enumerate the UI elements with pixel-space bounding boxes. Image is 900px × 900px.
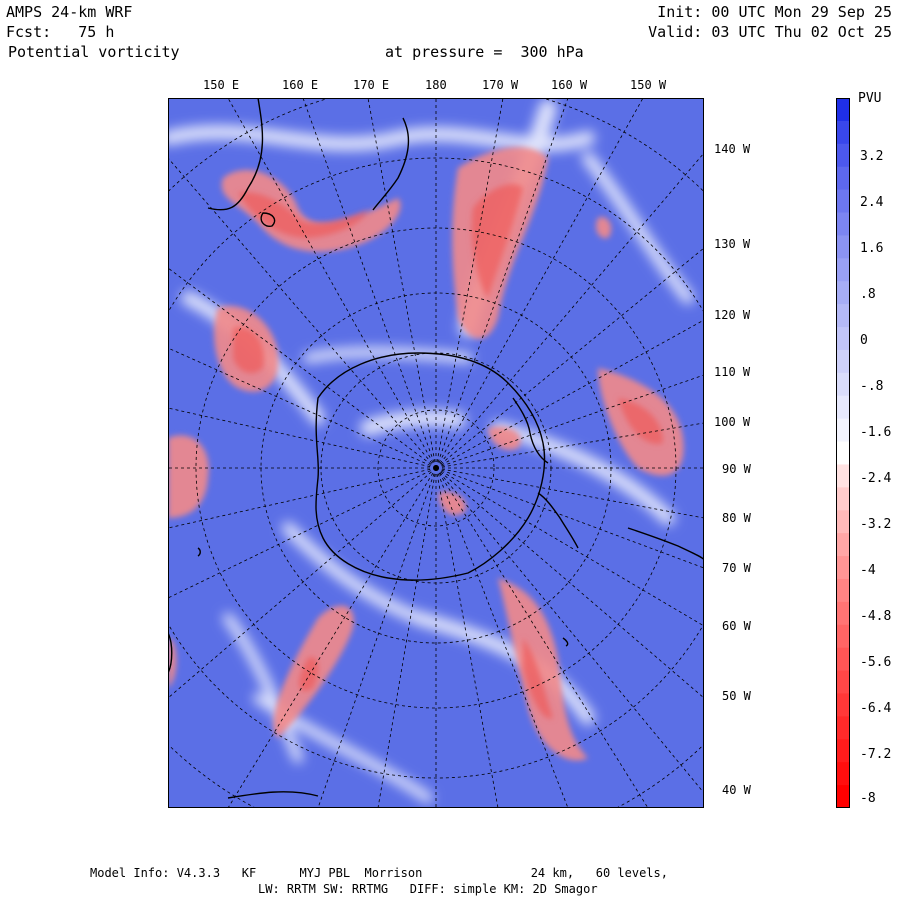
colorbar-segment	[836, 349, 850, 374]
colorbar-segment	[836, 464, 850, 488]
lon-label-right: 130 W	[714, 237, 751, 251]
lon-label-top: 170 W	[482, 78, 519, 92]
colorbar-title: PVU	[858, 91, 882, 106]
colorbar-label: 0	[860, 333, 868, 348]
colorbar-label: 1.6	[860, 241, 884, 256]
init-time: Init: 00 UTC Mon 29 Sep 25	[657, 3, 892, 21]
colorbar-border	[836, 98, 850, 808]
colorbar-segment	[836, 510, 850, 534]
colorbar-label: -6.4	[860, 701, 892, 716]
colorbar-label: 2.4	[860, 195, 884, 210]
colorbar-segment	[836, 143, 850, 168]
colorbar-segment	[836, 533, 850, 557]
pv-red-cores	[233, 184, 663, 719]
lon-label-right: 60 W	[722, 619, 751, 633]
colorbar-label: -2.4	[860, 471, 892, 486]
lon-label-top: 150 E	[203, 78, 240, 92]
colorbar-label: 3.2	[860, 149, 884, 164]
model-title: AMPS 24-km WRF	[6, 3, 133, 21]
colorbar	[836, 98, 850, 808]
lon-label-top: 170 E	[353, 78, 390, 92]
field-name: Potential vorticity	[8, 43, 180, 61]
colorbar-segment	[836, 716, 850, 740]
graticule	[168, 98, 704, 808]
colorbar-segment	[836, 762, 850, 786]
colorbar-segment	[836, 189, 850, 214]
colorbar-label: -7.2	[860, 747, 892, 762]
colorbar-segment	[836, 624, 850, 649]
colorbar-label: -.8	[860, 379, 884, 394]
colorbar-segment	[836, 601, 850, 626]
pressure-level: at pressure = 300 hPa	[385, 43, 584, 61]
lon-label-right: 140 W	[714, 142, 751, 156]
lon-label-top: 180	[425, 78, 447, 92]
colorbar-segment	[836, 304, 850, 328]
colorbar-segment	[836, 418, 850, 443]
lon-label-right: 70 W	[722, 561, 751, 575]
colorbar-segment	[836, 120, 850, 145]
colorbar-label: -3.2	[860, 517, 892, 532]
model-info-line1: Model Info: V4.3.3 KF MYJ PBL Morrison 2…	[90, 866, 668, 880]
colorbar-label: -4	[860, 563, 876, 578]
pv-map	[168, 98, 704, 808]
colorbar-segment	[836, 441, 850, 465]
colorbar-segment	[836, 212, 850, 236]
colorbar-label: -4.8	[860, 609, 892, 624]
colorbar-segment	[836, 670, 850, 694]
lon-label-right: 50 W	[722, 689, 751, 703]
forecast-hour: Fcst: 75 h	[6, 23, 115, 41]
colorbar-segment	[836, 98, 850, 122]
lon-label-right: 120 W	[714, 308, 751, 322]
lon-label-top: 160 E	[282, 78, 319, 92]
map-border	[168, 98, 704, 808]
lon-label-right: 110 W	[714, 365, 751, 379]
colorbar-label: -5.6	[860, 655, 892, 670]
colorbar-segment	[836, 693, 850, 717]
coastlines	[168, 98, 704, 799]
valid-time: Valid: 03 UTC Thu 02 Oct 25	[648, 23, 892, 41]
colorbar-label: .8	[860, 287, 876, 302]
colorbar-segment	[836, 327, 850, 351]
lon-label-top: 160 W	[551, 78, 588, 92]
colorbar-segment	[836, 166, 850, 191]
lon-label-top: 150 W	[630, 78, 667, 92]
colorbar-segment	[836, 281, 850, 305]
colorbar-segment	[836, 235, 850, 259]
model-info-line2: LW: RRTM SW: RRTMG DIFF: simple KM: 2D S…	[258, 882, 598, 896]
colorbar-segment	[836, 395, 850, 420]
colorbar-segment	[836, 739, 850, 763]
colorbar-segment	[836, 372, 850, 397]
lon-label-right: 100 W	[714, 415, 751, 429]
colorbar-label: -8	[860, 791, 876, 806]
colorbar-segment	[836, 487, 850, 511]
colorbar-segment	[836, 785, 850, 808]
colorbar-segment	[836, 258, 850, 282]
lon-label-right: 90 W	[722, 462, 751, 476]
colorbar-segment	[836, 647, 850, 672]
colorbar-segment	[836, 556, 850, 580]
lon-label-right: 80 W	[722, 511, 751, 525]
lon-label-right: 40 W	[722, 783, 751, 797]
colorbar-label: -1.6	[860, 425, 892, 440]
colorbar-segment	[836, 578, 850, 603]
